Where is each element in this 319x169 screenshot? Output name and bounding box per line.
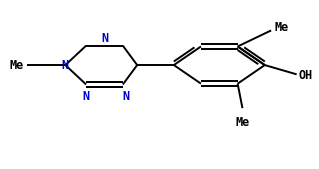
Text: N: N xyxy=(122,90,130,103)
Text: N: N xyxy=(83,90,90,103)
Text: Me: Me xyxy=(10,59,24,71)
Text: OH: OH xyxy=(298,69,313,82)
Text: Me: Me xyxy=(274,21,289,33)
Text: N: N xyxy=(102,32,109,45)
Text: N: N xyxy=(62,59,69,71)
Text: Me: Me xyxy=(235,116,249,129)
